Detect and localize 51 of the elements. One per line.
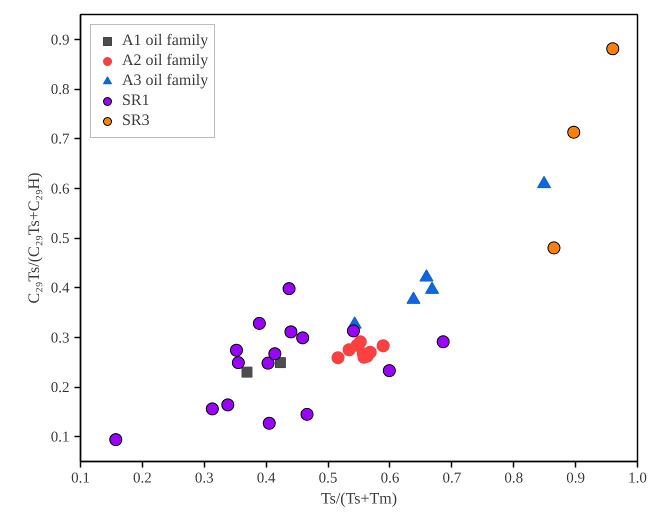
x-tick-label: 0.3 <box>194 470 214 486</box>
legend-label: A2 oil family <box>122 52 208 70</box>
point <box>567 126 580 139</box>
y-tick-label: 0.9 <box>50 32 70 48</box>
legend-label: SR3 <box>122 112 150 130</box>
point <box>606 42 620 56</box>
y-tick-label: 0.8 <box>50 82 70 98</box>
point <box>274 357 286 368</box>
x-tick-label: 0.2 <box>133 470 152 486</box>
point <box>268 347 282 360</box>
point <box>436 335 450 348</box>
point <box>262 416 276 430</box>
point <box>382 364 396 378</box>
x-tick-label: 0.4 <box>256 470 276 486</box>
point <box>252 316 266 330</box>
point <box>262 356 275 370</box>
point <box>282 282 296 296</box>
point <box>241 366 252 378</box>
point <box>221 398 234 412</box>
legend-label: A3 oil family <box>122 72 208 90</box>
legend-label: A1 oil family <box>122 32 208 50</box>
point <box>354 335 367 348</box>
x-tick-label: 0.5 <box>318 470 338 486</box>
y-axis-title: C₂₉Ts/(C₂₉Ts+C₂₉H) <box>26 172 43 304</box>
point <box>284 325 298 338</box>
x-tick-label: 0.9 <box>566 470 585 486</box>
point <box>364 346 377 359</box>
y-tick-label: 0.5 <box>50 231 70 247</box>
point <box>206 402 219 416</box>
y-tick-label: 0.3 <box>50 330 70 346</box>
y-tick-label: 0.7 <box>50 132 70 148</box>
y-tick-label: 0.1 <box>50 430 70 446</box>
point <box>109 433 122 446</box>
point <box>376 339 390 352</box>
y-tick-label: 0.2 <box>50 380 70 396</box>
x-tick-label: 0.7 <box>442 470 462 486</box>
point <box>296 331 310 344</box>
x-tick-label: 0.8 <box>504 470 524 486</box>
x-axis-title: Ts/(Ts+Tm) <box>320 490 398 508</box>
x-tick-label: 1.0 <box>628 470 647 486</box>
point <box>346 324 360 338</box>
point <box>230 344 243 357</box>
y-tick-label: 0.6 <box>50 181 70 198</box>
point <box>300 408 314 421</box>
x-tick-label: 0.1 <box>71 470 90 486</box>
point <box>547 241 560 254</box>
point <box>232 356 245 370</box>
x-tick-label: 0.6 <box>380 470 400 486</box>
y-tick-label: 0.4 <box>50 280 70 297</box>
legend-label: SR1 <box>122 92 150 110</box>
point <box>331 351 344 364</box>
